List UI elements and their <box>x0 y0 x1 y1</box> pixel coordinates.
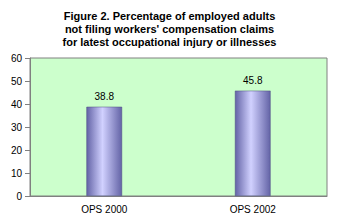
svg-text:60: 60 <box>11 53 23 64</box>
svg-text:40: 40 <box>11 99 23 110</box>
svg-text:45.8: 45.8 <box>243 75 263 86</box>
svg-text:OPS 2000: OPS 2000 <box>81 204 128 215</box>
svg-text:20: 20 <box>11 145 23 156</box>
svg-text:10: 10 <box>11 168 23 179</box>
svg-text:50: 50 <box>11 76 23 87</box>
svg-text:not filing workers' compensati: not filing workers' compensation claims <box>65 23 274 35</box>
svg-text:38.8: 38.8 <box>95 91 115 102</box>
svg-text:Figure 2. Percentage of employ: Figure 2. Percentage of employed adults <box>64 10 276 22</box>
svg-text:for latest occupational injury: for latest occupational injury or illnes… <box>63 36 277 48</box>
svg-text:OPS 2002: OPS 2002 <box>230 204 277 215</box>
svg-text:30: 30 <box>11 122 23 133</box>
svg-text:0: 0 <box>16 191 22 202</box>
